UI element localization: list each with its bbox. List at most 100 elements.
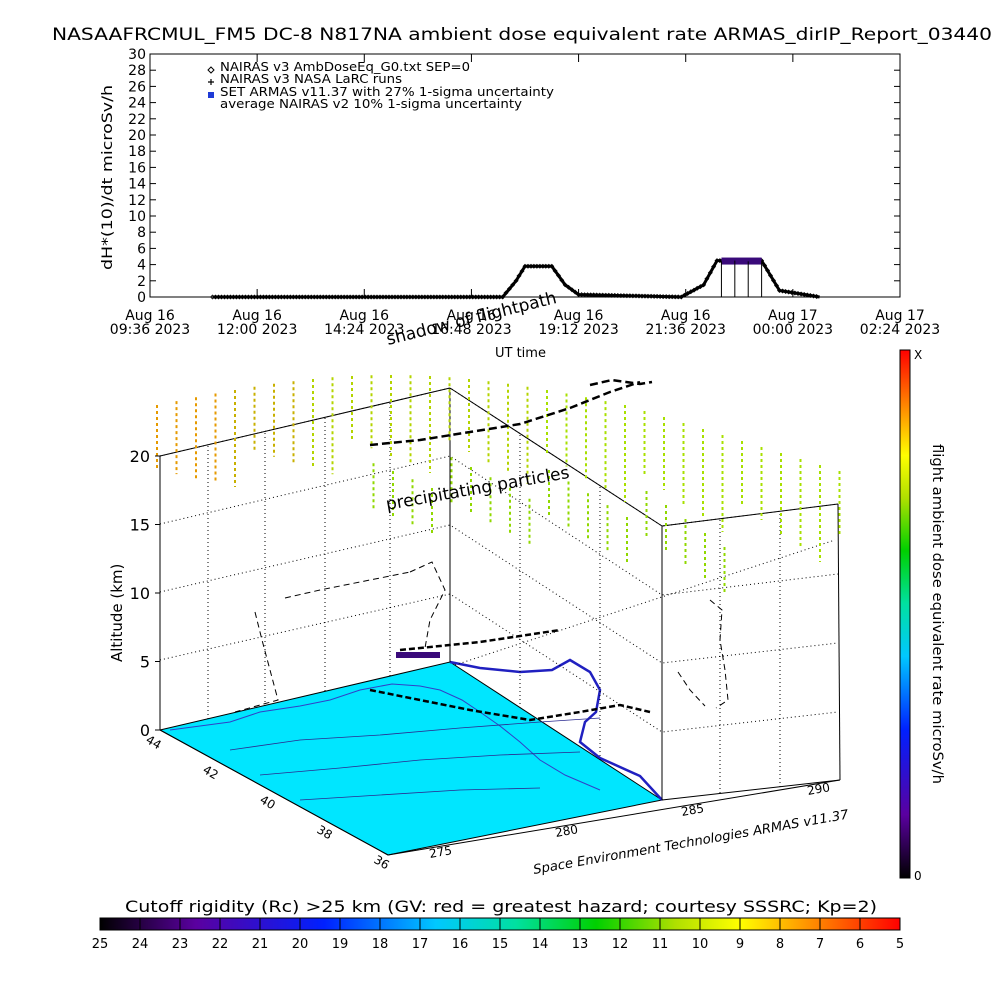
legend-blue-square-marker	[208, 92, 214, 98]
y-tick-label: 26	[128, 79, 146, 95]
series-nairas-point	[585, 292, 591, 298]
flight-path-lower	[369, 628, 651, 722]
rigidity-tick-label: 12	[612, 937, 629, 952]
y-axis-label: dH*(10)/dt microSv/h	[100, 85, 116, 270]
y-tick-label: 30	[128, 47, 146, 63]
series-nairas-point	[688, 289, 694, 295]
x-tick-label-date: Aug 17	[768, 308, 818, 324]
altitude-ticks: 0 5 10 15 20	[130, 447, 160, 740]
series-nairas-point	[780, 288, 786, 294]
rigidity-tick-label: 13	[572, 937, 589, 952]
series-nairas-point	[786, 289, 792, 295]
series-nairas-point	[774, 283, 779, 288]
latitude-tick-label: 36	[372, 852, 392, 872]
series-nairas-point	[552, 268, 558, 274]
flight-path-shadow	[234, 561, 729, 713]
plot-frame	[149, 53, 901, 298]
x-axis-label: UT time	[495, 346, 546, 361]
legend-entry-2: NAIRAS v3 NASA LaRC runs	[220, 72, 402, 86]
series-nairas-point	[615, 293, 621, 298]
series-nairas-point	[685, 291, 691, 296]
dose-colorbar	[899, 349, 911, 879]
series-layer	[210, 257, 820, 300]
y-tick-label: 6	[137, 241, 146, 257]
altitude-tick-label: 20	[130, 447, 150, 466]
altitude-grid	[159, 387, 839, 793]
trajectory-3d-plot: precipitating particles shadow of flight…	[108, 288, 945, 883]
rigidity-tick-label: 20	[292, 937, 309, 952]
longitude-tick-label: 290	[806, 780, 831, 798]
rigidity-tick-label: 19	[332, 937, 349, 952]
legend-entry-4: average NAIRAS v2 10% 1-sigma uncertaint…	[220, 97, 522, 111]
rigidity-tick-label: 6	[856, 937, 864, 952]
series-nairas-point	[694, 285, 700, 291]
series-nairas-point	[807, 293, 813, 298]
legend-entry-3: SET ARMAS v11.37 with 27% 1-sigma uncert…	[220, 85, 554, 99]
x-tick-label-date: Aug 16	[125, 308, 175, 324]
series-nairas-point	[701, 282, 707, 288]
series-nairas-point	[569, 287, 575, 293]
rigidity-tick-label: 24	[132, 937, 149, 952]
series-nairas-point	[789, 290, 795, 295]
series-nairas-point	[510, 282, 516, 288]
rigidity-tick-label: 22	[212, 937, 229, 952]
series-nairas-point	[562, 282, 568, 288]
series-nairas-point	[519, 268, 525, 274]
latitude-tick-label: 38	[315, 822, 335, 842]
latitude-ticks: 44 42 40 38 36	[144, 732, 392, 872]
rigidity-tick-label: 25	[92, 937, 109, 952]
legend: NAIRAS v3 AmbDoseEq_G0.txt SEP=0 NAIRAS …	[207, 60, 554, 111]
altitude-tick-label: 10	[130, 584, 150, 603]
series-nairas-point	[549, 263, 555, 269]
series-nairas-point	[506, 286, 512, 292]
colorbar-axis-label: flight ambient dose equivalent rate micr…	[929, 444, 945, 784]
rigidity-tick-label: 14	[532, 937, 549, 952]
rigidity-tick-label: 21	[252, 937, 269, 952]
series-nairas-point	[500, 294, 506, 300]
x-tick-label-time: 14:24 2023	[324, 322, 404, 338]
rigidity-tick-label: 15	[492, 937, 509, 952]
series-nairas-point	[697, 284, 703, 290]
series-nairas-point	[681, 292, 687, 298]
y-tick-label: 28	[128, 63, 146, 79]
x-tick-label-time: 12:00 2023	[217, 322, 297, 338]
rigidity-tick-label: 11	[652, 937, 669, 952]
x-tick-label-time: 16:48 2023	[431, 322, 511, 338]
x-tick-label-date: Aug 16	[661, 308, 711, 324]
state-border-2	[259, 751, 581, 776]
x-tick-label-time: 00:00 2023	[753, 322, 833, 338]
series-nairas-point	[768, 273, 773, 278]
series-nairas-point	[795, 291, 801, 296]
y-tick-label: 18	[128, 144, 146, 160]
colorbar-bottom-label: 0	[914, 869, 922, 883]
precipitating-particles-label: precipitating particles	[384, 463, 571, 515]
series-nairas-point	[566, 284, 571, 290]
series-nairas-point	[675, 294, 681, 300]
x-tick-label-date: Aug 16	[232, 308, 282, 324]
y-tick-label: 14	[128, 177, 146, 193]
series-nairas-point	[600, 292, 606, 298]
y-tick-label: 20	[128, 128, 146, 144]
map-floor	[158, 661, 664, 856]
longitude-ticks: 275 280 285 290	[428, 780, 831, 861]
flight-path-armas-segment	[396, 652, 440, 658]
series-armas-bar	[721, 257, 762, 265]
longitude-tick-label: 285	[680, 801, 705, 819]
credit-label: Space Environment Technologies ARMAS v11…	[532, 807, 850, 877]
cutoff-rigidity-title: Cutoff rigidity (Rc) >25 km (GV: red = g…	[125, 897, 877, 916]
rigidity-tick-label: 7	[816, 937, 824, 952]
altitude-tick-label: 5	[140, 653, 150, 672]
y-tick-label: 16	[128, 160, 146, 176]
series-nairas-point	[572, 289, 578, 295]
x-tick-label-date: Aug 16	[447, 308, 497, 324]
precipitating-particles-field	[156, 375, 841, 592]
altitude-axis-label: Altitude (km)	[108, 564, 126, 662]
series-nairas-point	[556, 273, 561, 278]
y-tick-label: 8	[137, 225, 146, 241]
y-tick-label: 24	[128, 96, 146, 112]
series-nairas-point	[762, 263, 768, 268]
latitude-tick-label: 40	[258, 792, 278, 812]
altitude-tick-label: 15	[130, 516, 150, 535]
